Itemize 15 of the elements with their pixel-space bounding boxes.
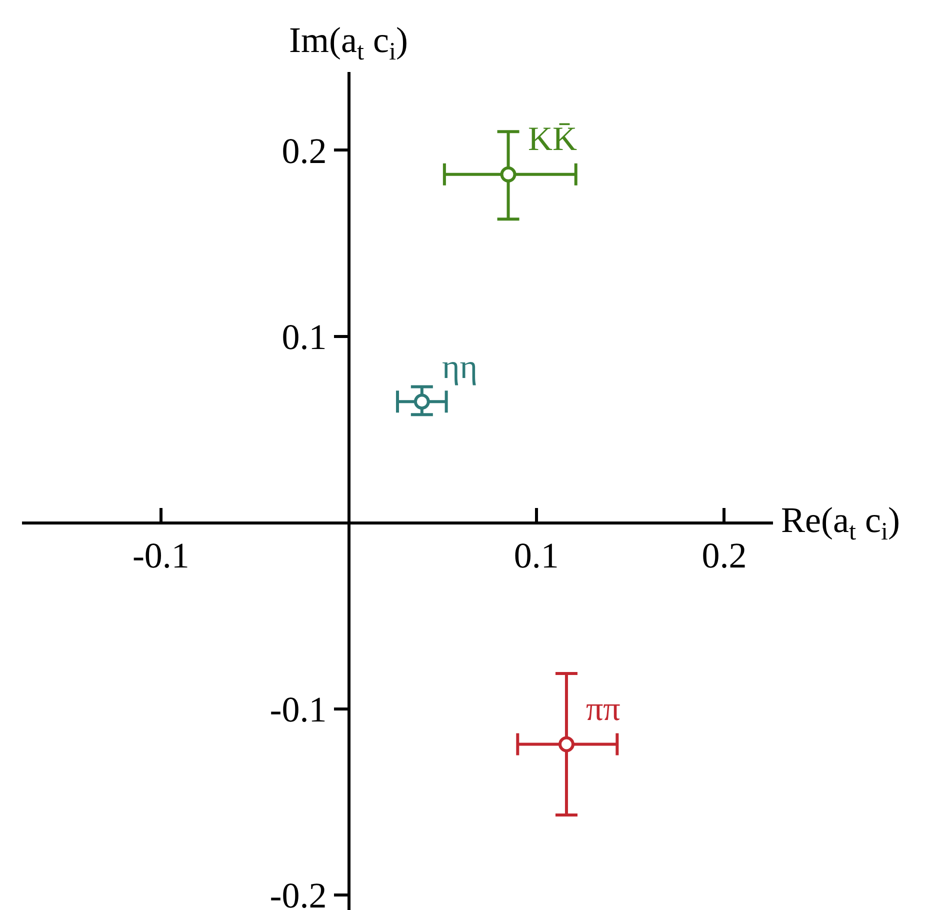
- point: [500, 166, 516, 182]
- y-tick-label: 0.1: [282, 317, 327, 358]
- series-label: KK̄: [528, 121, 578, 158]
- x-tick-label: 0.1: [514, 536, 559, 576]
- y-tick-label: 0.2: [282, 130, 327, 171]
- x-axis-title: Re(a$_{t}$ c$_{i}$): [781, 500, 900, 546]
- y-tick-label: -0.1: [270, 689, 327, 730]
- x-tick-label: 0.2: [702, 536, 747, 576]
- series-label: ππ: [586, 691, 620, 728]
- point: [414, 394, 430, 410]
- point: [558, 736, 574, 752]
- y-tick-label: -0.2: [270, 876, 327, 910]
- x-tick-label: -0.1: [132, 536, 190, 576]
- y-axis-title: Im(a$_{t}$ c$_{i}$): [289, 20, 408, 66]
- series-label: ηη: [442, 349, 478, 386]
